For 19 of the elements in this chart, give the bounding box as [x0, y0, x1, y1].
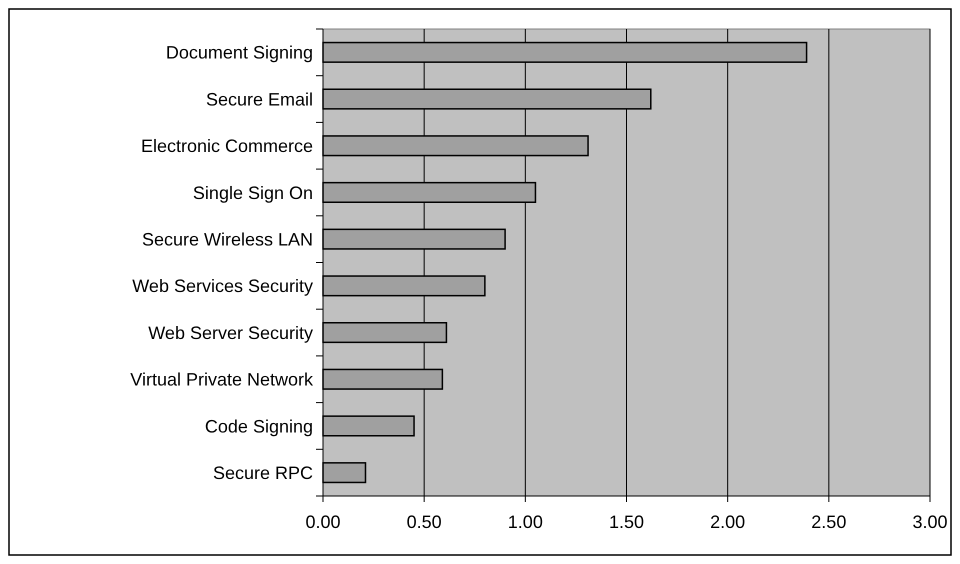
y-tick-label: Web Services Security [132, 276, 313, 296]
bar [322, 415, 415, 437]
x-tick-label: 2.00 [710, 512, 746, 532]
y-tick-label: Document Signing [166, 42, 313, 63]
y-tick-label: Virtual Private Network [130, 370, 314, 390]
y-tick-label: Secure Wireless LAN [142, 229, 313, 250]
y-tick-label: Single Sign On [192, 182, 313, 203]
y-tick-label: Secure RPC [212, 462, 313, 483]
x-tick-label: 1.00 [508, 512, 543, 532]
bar [322, 462, 366, 484]
x-tick-label: 0.50 [406, 512, 442, 532]
x-tick-label: 2.50 [811, 512, 846, 532]
x-tick-label: 1.50 [608, 512, 644, 532]
x-tick-label: 0.00 [305, 512, 341, 532]
y-tick-label: Secure Email [206, 89, 313, 110]
y-tick-label: Electronic Commerce [140, 136, 313, 156]
x-tick-label: 3.00 [912, 512, 948, 532]
y-tick-label: Code Signing [204, 416, 313, 436]
y-tick-label: Web Server Security [148, 322, 313, 343]
